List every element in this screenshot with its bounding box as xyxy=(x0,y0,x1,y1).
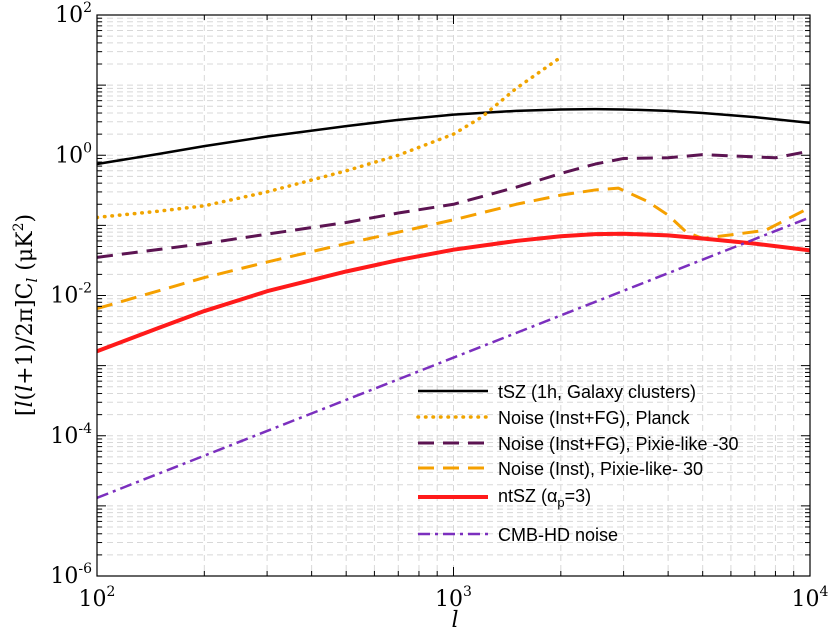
series-line-5 xyxy=(97,231,810,354)
axis-ticks xyxy=(96,14,811,577)
legend-label-planck: Noise (Inst+FG), Planck xyxy=(498,408,691,428)
series-line-3 xyxy=(97,149,810,259)
series-line-1 xyxy=(97,107,810,166)
y-tick-label: 10-4 xyxy=(50,421,92,449)
legend-item: tSZ (1h, Galaxy clusters) xyxy=(418,382,696,402)
y-tick-label: 10-6 xyxy=(50,561,92,589)
grid xyxy=(97,15,810,576)
legend-label-ntsz: ntSZ (αp=3) xyxy=(498,486,591,510)
legend-item: Noise (Inst+FG), Planck xyxy=(416,408,691,428)
y-axis-label: [l(l+1)/2π]Cl (μK2) xyxy=(11,214,41,416)
legend-label-pixie-inst: Noise (Inst), Pixie-like- 30 xyxy=(498,459,703,479)
legend-label-cmbhd: CMB-HD noise xyxy=(498,525,618,545)
series-line-2 xyxy=(97,55,563,220)
y-tick-label: 102 xyxy=(55,0,92,28)
legend: tSZ (1h, Galaxy clusters) Noise (Inst+FG… xyxy=(416,382,739,545)
x-tick-label: 104 xyxy=(792,584,829,612)
legend-item: Noise (Inst+FG), Pixie-like -30 xyxy=(418,434,739,454)
y-tick-label: 100 xyxy=(55,140,92,168)
x-tick-label: 103 xyxy=(435,584,472,612)
x-tick-label: 102 xyxy=(79,584,116,612)
series-layer xyxy=(97,55,810,500)
series-line-6 xyxy=(97,216,810,500)
legend-label-pixie-fg: Noise (Inst+FG), Pixie-like -30 xyxy=(498,434,739,454)
series-line-4 xyxy=(97,186,810,311)
y-tick-label: 10-2 xyxy=(50,281,92,309)
legend-item: CMB-HD noise xyxy=(418,525,618,545)
legend-label-tsz: tSZ (1h, Galaxy clusters) xyxy=(498,382,696,402)
legend-item: ntSZ (αp=3) xyxy=(418,486,591,510)
tick-labels: 102 103 104 102 100 10-2 10-4 10-6 xyxy=(50,0,828,612)
x-axis-label: l xyxy=(451,608,458,633)
legend-item: Noise (Inst), Pixie-like- 30 xyxy=(418,459,703,479)
